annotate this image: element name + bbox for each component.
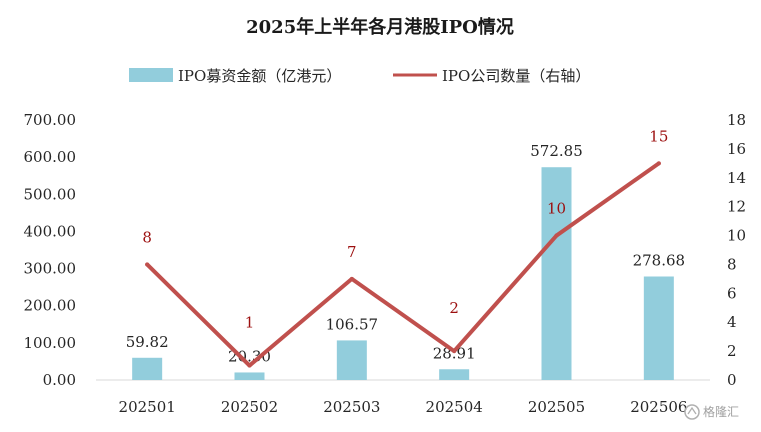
y-right-tick-label: 12 [727,198,746,216]
x-tick-label: 202505 [528,398,585,416]
y-axis-left: 0.00 100.00 200.00 300.00 400.00 500.00 600.00… [24,111,77,389]
bar-data-label: 572.85 [530,142,583,160]
bar-data-label: 106.57 [326,315,379,333]
y-right-tick-label: 8 [727,255,737,273]
bar-data-label: 278.68 [633,251,686,269]
line-series [145,161,661,368]
watermark: 格隆汇 [684,404,739,420]
bar-data-label: 20.30 [228,347,271,365]
gelonghui-logo-mark [687,406,697,415]
legend-label-line: IPO公司数量（右轴） [442,67,590,85]
bar [541,167,572,380]
line-data-label: 2 [449,299,459,317]
bar [132,357,163,380]
gelonghui-logo-icon [684,404,700,420]
y-left-tick-label: 300.00 [24,260,77,278]
line-path [145,161,661,368]
y-axis-right: 0 2 4 6 8 10 12 14 16 18 [727,111,746,389]
y-right-tick-label: 2 [727,342,737,360]
y-left-tick-label: 100.00 [24,334,77,352]
chart-title: 2025年上半年各月港股IPO情况 [246,16,514,38]
bar [234,372,265,380]
y-left-tick-label: 600.00 [24,148,77,166]
y-right-tick-label: 10 [727,227,746,245]
line-point [452,349,457,354]
y-left-tick-label: 500.00 [24,185,77,203]
x-tick-label: 202504 [426,398,483,416]
y-right-tick-label: 16 [727,140,746,158]
y-right-tick-label: 4 [727,313,737,331]
line-data-label: 8 [142,228,152,246]
y-right-tick-label: 6 [727,284,737,302]
bar [336,340,367,380]
bar-data-labels: 59.82 20.30 106.57 28.91 572.85 278.68 [126,142,685,365]
line-data-label: 7 [347,243,357,261]
bar-data-label: 28.91 [433,344,476,362]
line-point [145,262,150,267]
line-point [656,161,661,166]
legend: IPO募资金额（亿港元） IPO公司数量（右轴） [129,67,590,85]
legend-label-bar: IPO募资金额（亿港元） [178,67,341,85]
y-left-tick-label: 0.00 [43,371,76,389]
line-point [349,276,354,281]
x-tick-label: 202503 [323,398,380,416]
legend-swatch-bar [129,68,173,82]
bar [439,369,470,380]
y-left-tick-label: 200.00 [24,297,77,315]
y-right-tick-label: 14 [727,169,746,187]
line-data-label: 15 [649,127,668,145]
line-point [247,363,252,368]
line-point [554,233,559,238]
bar-series [132,167,674,380]
y-left-tick-label: 700.00 [24,111,77,129]
line-data-label: 10 [547,200,566,218]
x-tick-label: 202506 [630,398,687,416]
x-tick-label: 202501 [119,398,176,416]
watermark-text: 格隆汇 [703,404,739,419]
line-data-labels: 8 1 7 2 10 15 [142,127,668,331]
x-axis: 202501 202502 202503 202504 202505 202506 [119,398,688,416]
x-tick-label: 202502 [221,398,278,416]
y-right-tick-label: 0 [727,371,737,389]
bar [643,276,674,380]
line-data-label: 1 [245,314,255,332]
bar-data-label: 59.82 [126,333,169,351]
y-left-tick-label: 400.00 [24,222,77,240]
y-right-tick-label: 18 [727,111,746,129]
